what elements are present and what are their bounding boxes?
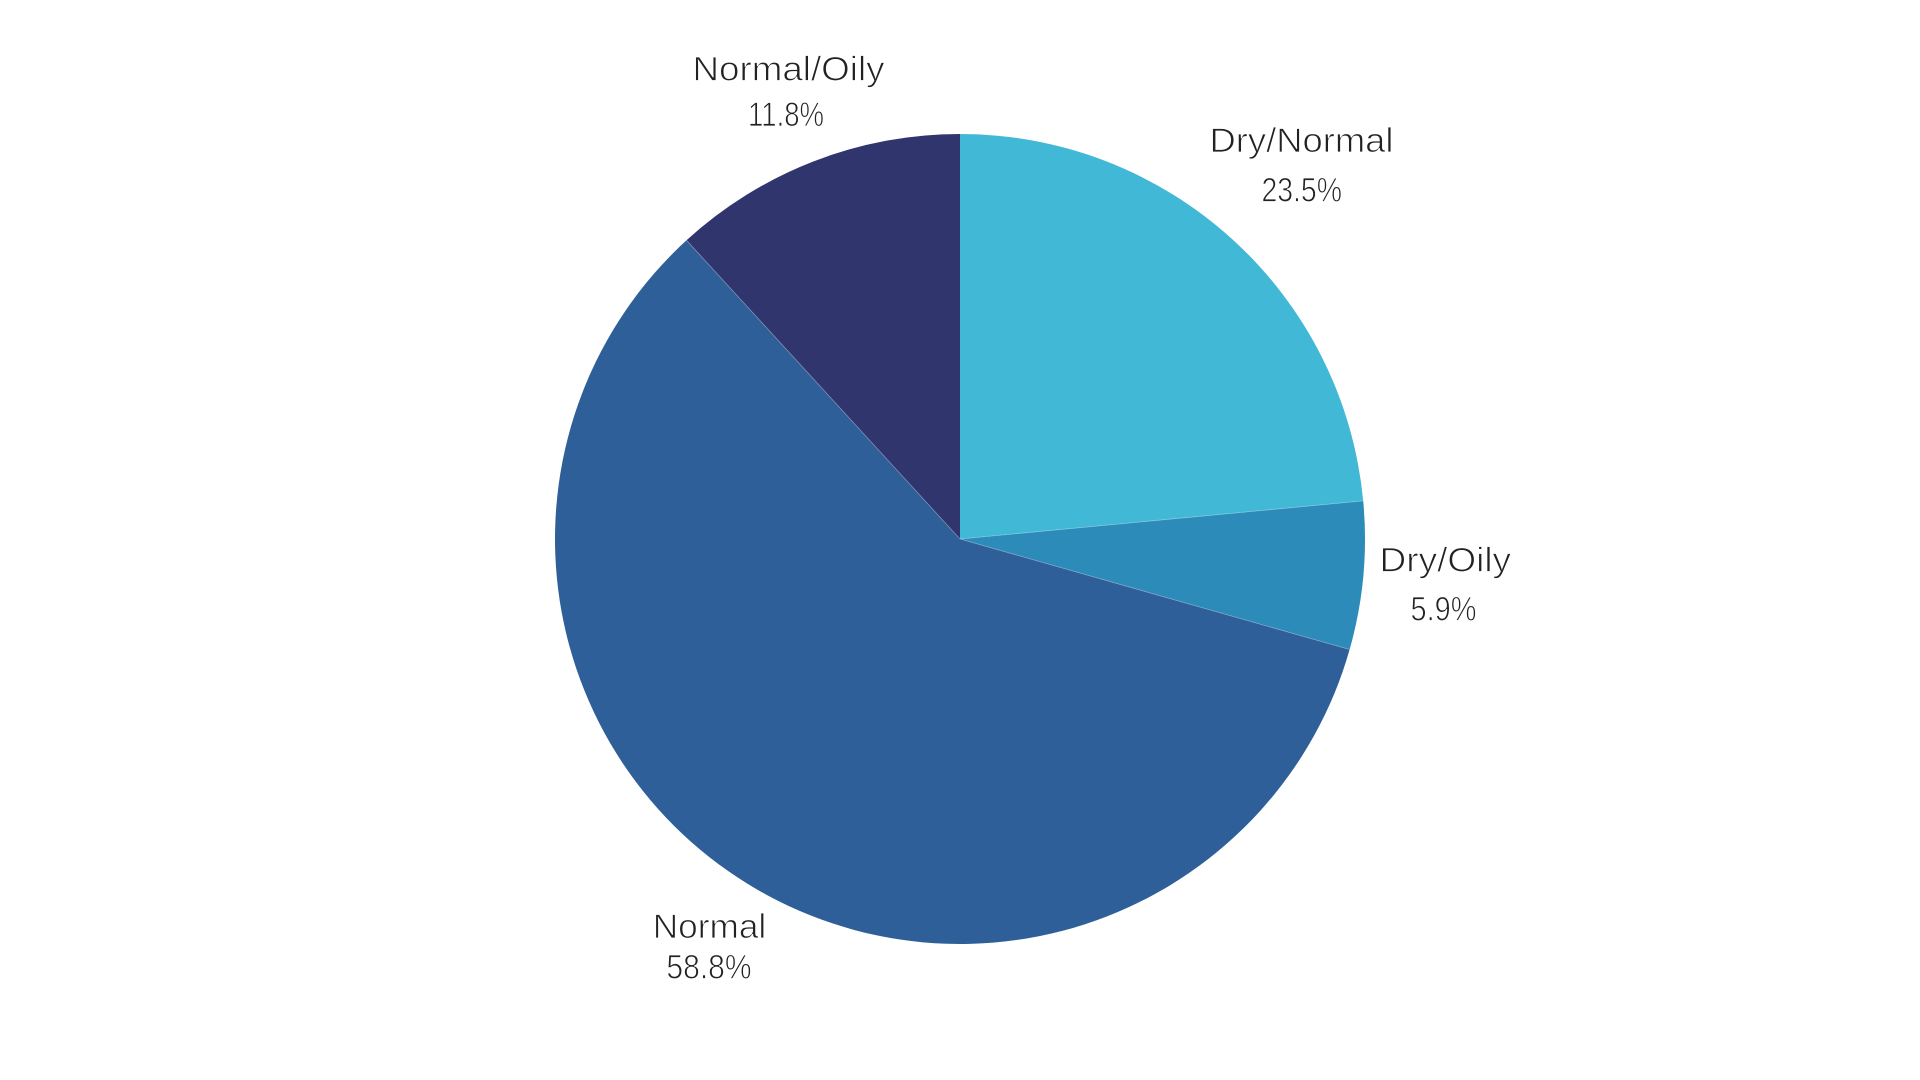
svg-text:Dry/Oily: Dry/Oily: [1380, 541, 1512, 579]
svg-text:23.5%: 23.5%: [1261, 172, 1342, 210]
svg-text:Normal/Oily: Normal/Oily: [693, 51, 885, 89]
svg-text:11.8%: 11.8%: [748, 96, 824, 134]
svg-text:Dry/Normal: Dry/Normal: [1210, 122, 1394, 160]
svg-text:5.9%: 5.9%: [1411, 591, 1477, 629]
svg-text:58.8%: 58.8%: [666, 949, 751, 987]
svg-text:Normal: Normal: [653, 908, 767, 946]
